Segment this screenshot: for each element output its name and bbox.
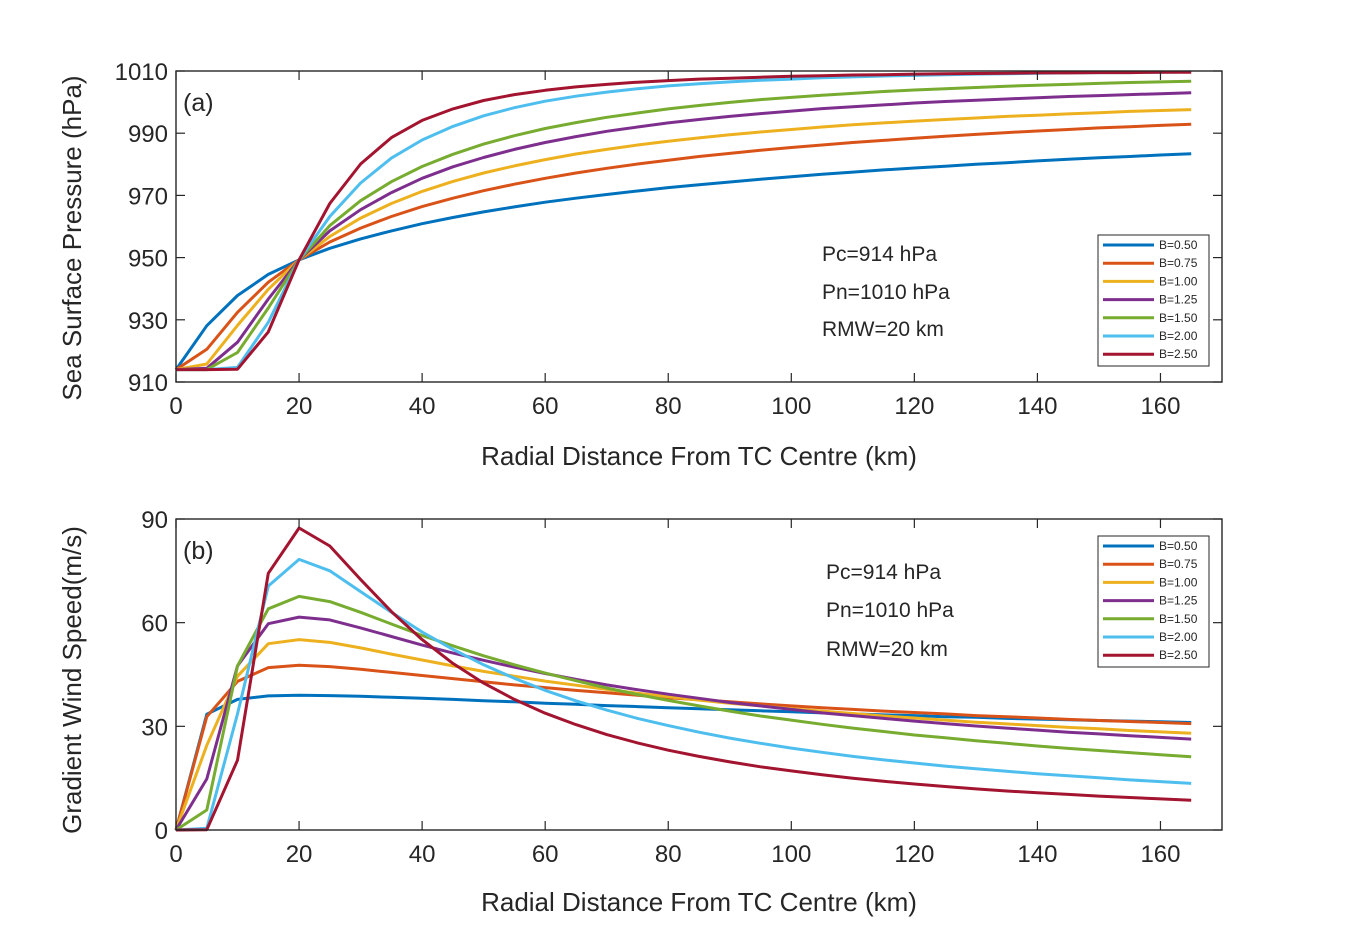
plot-frame bbox=[175, 518, 1223, 831]
annotation-pn: Pn=1010 hPa bbox=[822, 281, 950, 304]
legend-label: B=2.50 bbox=[1159, 347, 1198, 361]
legend: B=0.50 B=0.75 B=1.00 B=1.25 B=1.50 B=2.00 B=2.… bbox=[1097, 535, 1210, 668]
x-tick-label: 140 bbox=[1017, 841, 1057, 868]
series-line-B=0.50 bbox=[174, 152, 1192, 371]
y-tick-label: 1010 bbox=[115, 59, 168, 86]
legend: B=0.50 B=0.75 B=1.00 B=1.25 B=1.50 B=2.00 B=2.… bbox=[1097, 234, 1210, 367]
series-line-B=1.50 bbox=[175, 594, 1192, 832]
legend-label: B=0.75 bbox=[1159, 256, 1198, 270]
panel-label: (a) bbox=[183, 89, 214, 117]
annotation-pc: Pc=914 hPa bbox=[822, 243, 937, 266]
panel-label: (b) bbox=[183, 537, 214, 565]
legend-label: B=1.50 bbox=[1159, 612, 1198, 626]
legend-label: B=1.50 bbox=[1159, 311, 1198, 325]
series-line-B=1.25 bbox=[175, 91, 1192, 372]
annotations: Pc=914 hPa Pn=1010 hPa RMW=20 km bbox=[826, 561, 954, 661]
annotation-pn: Pn=1010 hPa bbox=[826, 599, 954, 622]
x-tick-label: 60 bbox=[532, 841, 559, 868]
x-tick-label: 80 bbox=[655, 841, 682, 868]
annotation-pc: Pc=914 hPa bbox=[826, 561, 941, 584]
x-axis-label: Radial Distance From TC Centre (km) bbox=[481, 887, 917, 917]
series-line-B=2.00 bbox=[175, 557, 1192, 832]
y-tick-label: 950 bbox=[128, 246, 168, 273]
series-line-B=2.50 bbox=[176, 70, 1192, 372]
y-tick-label: 970 bbox=[128, 183, 168, 210]
x-tick-label: 0 bbox=[169, 841, 182, 868]
y-tick-label: 60 bbox=[141, 611, 168, 638]
series-line-B=1.00 bbox=[175, 108, 1192, 372]
legend-label: B=0.75 bbox=[1159, 557, 1198, 571]
y-tick-label: 990 bbox=[128, 121, 168, 148]
chart-pressure: 0 20 40 60 80 100 120 140 160 910 930 950 970 990 1010… bbox=[57, 59, 1223, 471]
x-tick-label: 160 bbox=[1140, 841, 1180, 868]
y-tick-label: 90 bbox=[141, 507, 168, 534]
x-tick-label: 100 bbox=[771, 393, 811, 420]
legend-label: B=1.25 bbox=[1159, 594, 1198, 608]
y-axis-label: Sea Surface Pressure (hPa) bbox=[57, 75, 87, 400]
legend-label: B=2.00 bbox=[1159, 329, 1198, 343]
legend-label: B=1.00 bbox=[1159, 575, 1198, 589]
series-line-B=0.75 bbox=[175, 122, 1192, 371]
x-axis-label: Radial Distance From TC Centre (km) bbox=[481, 441, 917, 471]
legend-label: B=0.50 bbox=[1159, 539, 1198, 553]
annotation-rmw: RMW=20 km bbox=[822, 318, 944, 341]
y-axis-label: Gradient Wind Speed(m/s) bbox=[57, 526, 87, 834]
legend-label: B=2.00 bbox=[1159, 630, 1198, 644]
series-line-B=1.50 bbox=[176, 79, 1192, 372]
x-tick-label: 120 bbox=[894, 841, 934, 868]
y-tick-label: 0 bbox=[155, 818, 168, 845]
plot-frame bbox=[175, 70, 1223, 383]
chart-wind-speed: 0 20 40 60 80 100 120 140 160 0 30 60 90 (b) Radial … bbox=[57, 507, 1223, 917]
series-line-B=2.50 bbox=[175, 526, 1192, 832]
x-tick-label: 80 bbox=[655, 393, 682, 420]
series-line-B=1.25 bbox=[174, 615, 1192, 831]
legend-label: B=1.25 bbox=[1159, 293, 1198, 307]
annotation-rmw: RMW=20 km bbox=[826, 638, 948, 661]
y-tick-label: 910 bbox=[128, 370, 168, 397]
legend-label: B=1.00 bbox=[1159, 274, 1198, 288]
x-tick-label: 40 bbox=[409, 841, 436, 868]
legend-label: B=0.50 bbox=[1159, 238, 1198, 252]
x-tick-label: 120 bbox=[894, 393, 934, 420]
series-line-B=1.00 bbox=[174, 638, 1192, 831]
y-tick-label: 930 bbox=[128, 308, 168, 335]
x-tick-label: 0 bbox=[169, 393, 182, 420]
legend-label: B=2.50 bbox=[1159, 648, 1198, 662]
y-tick-label: 30 bbox=[141, 714, 168, 741]
x-tick-label: 100 bbox=[771, 841, 811, 868]
x-tick-label: 20 bbox=[286, 393, 313, 420]
x-tick-label: 40 bbox=[409, 393, 436, 420]
x-tick-label: 160 bbox=[1140, 393, 1180, 420]
plot-area bbox=[176, 71, 1222, 382]
plot-area bbox=[176, 519, 1222, 830]
x-tick-label: 140 bbox=[1017, 393, 1057, 420]
x-tick-label: 20 bbox=[286, 841, 313, 868]
x-tick-label: 60 bbox=[532, 393, 559, 420]
annotations: Pc=914 hPa Pn=1010 hPa RMW=20 km bbox=[822, 243, 950, 341]
